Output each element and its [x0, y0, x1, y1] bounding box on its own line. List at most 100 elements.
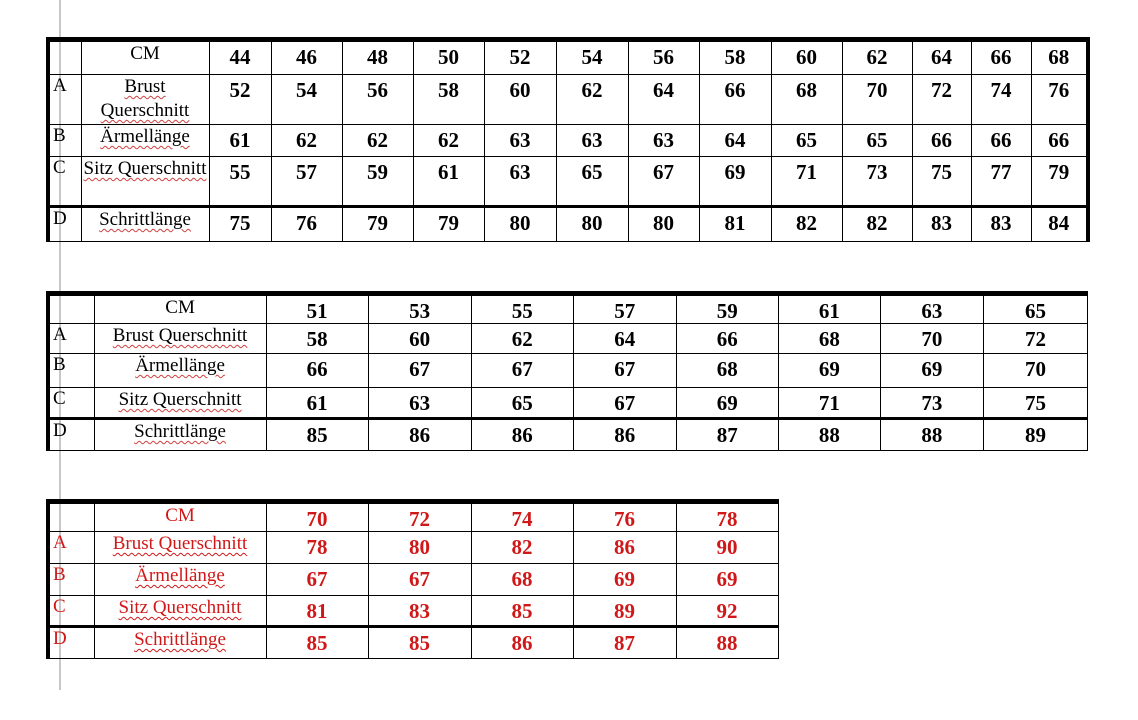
- size-table-2: CM 51 53 55 57 59 61 63 65 A Brust Querschnitt 58 60…: [46, 291, 1089, 451]
- value-cell: 63: [555, 124, 629, 157]
- corner-cell: [47, 293, 95, 324]
- value-cell: 87: [675, 417, 779, 451]
- value-cell: 52: [208, 74, 272, 125]
- value-cell: 64: [627, 74, 700, 125]
- value-cell: 66: [265, 353, 369, 388]
- value-cell: 86: [470, 625, 574, 659]
- value-cell: 72: [911, 74, 972, 125]
- row-label-text: Sitz Querschnitt: [118, 389, 242, 410]
- row-letter: D: [47, 625, 95, 659]
- row-letter: B: [47, 353, 95, 388]
- value-cell: 61: [208, 124, 272, 157]
- size-header-cell: 44: [208, 39, 272, 75]
- value-cell: 67: [367, 353, 472, 388]
- row-letter: A: [47, 74, 82, 125]
- row-label-text: Schrittlänge: [99, 209, 191, 230]
- value-cell: 85: [470, 595, 574, 627]
- value-cell: 70: [982, 353, 1089, 388]
- table-row: C Sitz Querschnitt 81 83 85 89 92: [47, 595, 779, 627]
- header-label: CM: [80, 39, 210, 75]
- value-cell: 63: [367, 387, 472, 419]
- value-cell: 65: [470, 387, 574, 419]
- value-cell: 88: [777, 417, 881, 451]
- row-label: Ärmellänge: [80, 124, 210, 157]
- value-cell: 76: [1030, 74, 1089, 125]
- value-cell: 73: [879, 387, 984, 419]
- value-cell: 67: [470, 353, 574, 388]
- header-row: CM 51 53 55 57 59 61 63 65: [47, 293, 1089, 324]
- size-header-cell: 54: [555, 39, 629, 75]
- size-header-cell: 78: [675, 501, 779, 532]
- size-header-cell: 50: [412, 39, 485, 75]
- row-letter: A: [47, 531, 95, 564]
- row-letter: C: [47, 156, 82, 207]
- row-label: Schrittlänge: [80, 205, 210, 242]
- value-cell: 82: [770, 205, 843, 242]
- row-letter: D: [47, 205, 82, 242]
- value-cell: 57: [270, 156, 343, 207]
- value-cell: 78: [265, 531, 369, 564]
- row-label: Brust Querschnitt: [93, 531, 267, 564]
- size-header-cell: 64: [911, 39, 972, 75]
- value-cell: 69: [879, 353, 984, 388]
- value-cell: 81: [698, 205, 772, 242]
- value-cell: 68: [777, 323, 881, 354]
- row-label-text: Brust Querschnitt: [100, 76, 190, 121]
- value-cell: 80: [555, 205, 629, 242]
- value-cell: 67: [572, 353, 677, 388]
- value-cell: 56: [341, 74, 414, 125]
- size-header-cell: 59: [675, 293, 779, 324]
- value-cell: 62: [412, 124, 485, 157]
- value-cell: 54: [270, 74, 343, 125]
- header-row: CM 44 46 48 50 52 54 56 58 60 62 64 66 68: [47, 39, 1089, 75]
- value-cell: 65: [770, 124, 843, 157]
- row-label-text: Ärmellänge: [100, 126, 190, 147]
- value-cell: 67: [572, 387, 677, 419]
- value-cell: 63: [627, 124, 700, 157]
- row-label: Ärmellänge: [93, 563, 267, 596]
- size-table-1: CM 44 46 48 50 52 54 56 58 60 62 64 66 68 A Brust Quers…: [46, 37, 1090, 242]
- value-cell: 86: [367, 417, 472, 451]
- value-cell: 68: [675, 353, 779, 388]
- value-cell: 65: [841, 124, 913, 157]
- value-cell: 66: [911, 124, 972, 157]
- value-cell: 75: [911, 156, 972, 207]
- table-row: B Ärmellänge 67 67 68 69 69: [47, 563, 779, 596]
- value-cell: 58: [412, 74, 485, 125]
- size-header-cell: 48: [341, 39, 414, 75]
- value-cell: 74: [970, 74, 1032, 125]
- size-header-cell: 60: [770, 39, 843, 75]
- value-cell: 75: [208, 205, 272, 242]
- header-row: CM 70 72 74 76 78: [47, 501, 779, 532]
- table-row: C Sitz Querschnitt 61 63 65 67 69 71 73 75: [47, 387, 1089, 419]
- value-cell: 80: [627, 205, 700, 242]
- value-cell: 82: [470, 531, 574, 564]
- value-cell: 67: [367, 563, 472, 596]
- value-cell: 60: [483, 74, 557, 125]
- value-cell: 60: [367, 323, 472, 354]
- row-letter: A: [47, 323, 95, 354]
- value-cell: 87: [572, 625, 677, 659]
- value-cell: 82: [841, 205, 913, 242]
- value-cell: 72: [982, 323, 1089, 354]
- row-label-text: Brust Querschnitt: [112, 533, 248, 554]
- row-label-text: Ärmellänge: [135, 565, 225, 586]
- value-cell: 80: [367, 531, 472, 564]
- value-cell: 55: [208, 156, 272, 207]
- row-letter: B: [47, 124, 82, 157]
- value-cell: 85: [265, 417, 369, 451]
- value-cell: 68: [770, 74, 843, 125]
- value-cell: 81: [265, 595, 369, 627]
- size-header-cell: 76: [572, 501, 677, 532]
- value-cell: 80: [483, 205, 557, 242]
- value-cell: 86: [572, 531, 677, 564]
- size-header-cell: 61: [777, 293, 881, 324]
- table-row: A Brust Querschnitt 78 80 82 86 90: [47, 531, 779, 564]
- value-cell: 85: [265, 625, 369, 659]
- value-cell: 61: [265, 387, 369, 419]
- corner-cell: [47, 501, 95, 532]
- row-label-text: Brust Querschnitt: [112, 325, 248, 346]
- value-cell: 71: [777, 387, 881, 419]
- value-cell: 69: [675, 387, 779, 419]
- row-label: Sitz Querschnitt: [80, 156, 210, 207]
